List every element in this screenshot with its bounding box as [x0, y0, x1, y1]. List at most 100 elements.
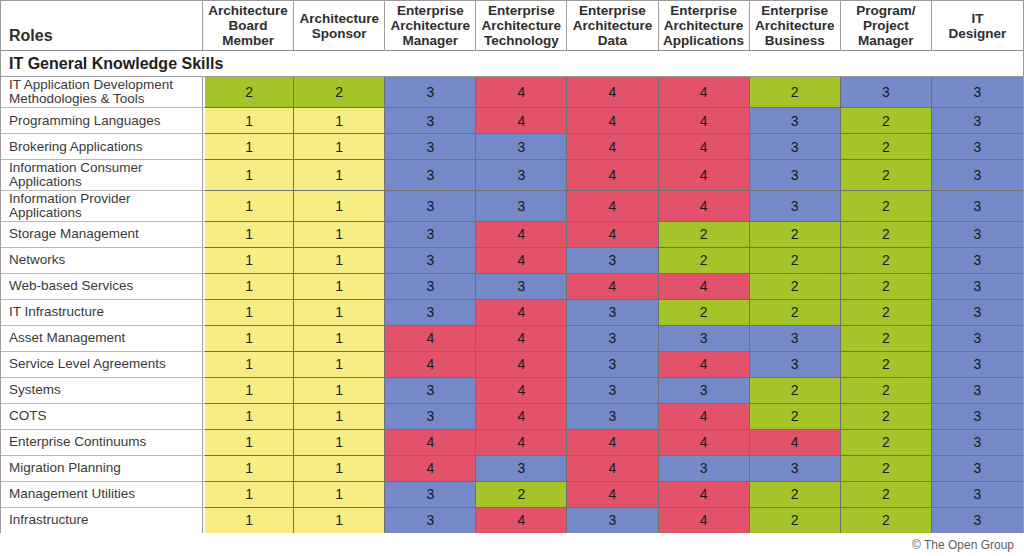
header-row: Roles Architecture Board MemberArchitect… — [1, 1, 1023, 51]
skill-level-cell: 1 — [294, 404, 385, 430]
skill-level-cell: 3 — [659, 378, 750, 404]
skill-level-cell: 4 — [659, 430, 750, 456]
skill-level-cell: 3 — [567, 508, 658, 534]
skill-level-cell: 4 — [476, 352, 567, 378]
row-label: Brokering Applications — [1, 134, 203, 160]
skill-level-cell: 3 — [750, 134, 841, 160]
skill-level-cell: 3 — [385, 404, 476, 430]
skill-level-cell: 1 — [203, 222, 294, 248]
skill-level-cell: 4 — [476, 326, 567, 352]
row-label: COTS — [1, 404, 203, 430]
column-header-3: Enterprise Architecture Manager — [385, 1, 476, 51]
skill-level-cell: 3 — [841, 77, 932, 108]
skill-level-cell: 3 — [932, 378, 1023, 404]
skill-level-cell: 2 — [750, 378, 841, 404]
skill-level-cell: 3 — [932, 300, 1023, 326]
skill-level-cell: 1 — [203, 274, 294, 300]
table-row: Management Utilities113244223 — [1, 482, 1023, 508]
column-header-5: Enterprise Architecture Data — [567, 1, 658, 51]
skill-level-cell: 2 — [659, 222, 750, 248]
skill-level-cell: 4 — [476, 77, 567, 108]
skill-level-cell: 2 — [203, 77, 294, 108]
table-row: Information Consumer Applications1133443… — [1, 160, 1023, 191]
skill-level-cell: 4 — [659, 274, 750, 300]
skill-level-cell: 1 — [294, 326, 385, 352]
skill-level-cell: 2 — [750, 222, 841, 248]
skill-level-cell: 1 — [203, 134, 294, 160]
skill-level-cell: 3 — [385, 482, 476, 508]
skill-level-cell: 3 — [385, 378, 476, 404]
skill-level-cell: 2 — [841, 191, 932, 222]
skill-level-cell: 4 — [659, 508, 750, 534]
skill-level-cell: 3 — [659, 326, 750, 352]
skill-level-cell: 3 — [750, 160, 841, 191]
skill-level-cell: 4 — [567, 191, 658, 222]
table-row: COTS113434223 — [1, 404, 1023, 430]
row-label: Storage Management — [1, 222, 203, 248]
skill-level-cell: 3 — [932, 352, 1023, 378]
skill-level-cell: 4 — [476, 508, 567, 534]
skill-level-cell: 2 — [841, 352, 932, 378]
skill-level-cell: 3 — [385, 134, 476, 160]
skill-level-cell: 3 — [476, 160, 567, 191]
skill-level-cell: 3 — [932, 404, 1023, 430]
skill-level-cell: 4 — [476, 404, 567, 430]
column-header-6: Enterprise Architecture Applications — [659, 1, 750, 51]
table-row: Programming Languages113444323 — [1, 108, 1023, 134]
skill-level-cell: 2 — [841, 378, 932, 404]
skill-level-cell: 3 — [385, 77, 476, 108]
row-label: Infrastructure — [1, 508, 203, 534]
skill-level-cell: 4 — [476, 430, 567, 456]
skill-level-cell: 1 — [294, 160, 385, 191]
section-header: IT General Knowledge Skills — [1, 51, 1023, 77]
skill-level-cell: 3 — [932, 274, 1023, 300]
skill-level-cell: 1 — [294, 108, 385, 134]
skill-level-cell: 3 — [385, 222, 476, 248]
skill-level-cell: 1 — [294, 482, 385, 508]
column-header-4: Enterprise Architecture Technology — [476, 1, 567, 51]
skill-level-cell: 3 — [476, 456, 567, 482]
skill-level-cell: 2 — [750, 482, 841, 508]
skill-level-cell: 2 — [750, 248, 841, 274]
skill-level-cell: 3 — [659, 456, 750, 482]
row-label: Systems — [1, 378, 203, 404]
skill-level-cell: 4 — [659, 134, 750, 160]
skill-level-cell: 3 — [750, 191, 841, 222]
skill-level-cell: 1 — [203, 300, 294, 326]
skill-level-cell: 1 — [294, 430, 385, 456]
skill-level-cell: 4 — [567, 274, 658, 300]
column-header-7: Enterprise Architecture Business — [750, 1, 841, 51]
skill-level-cell: 4 — [567, 430, 658, 456]
table-row: Infrastructure113434223 — [1, 508, 1023, 534]
row-label: IT Application Development Methodologies… — [1, 77, 203, 108]
skill-level-cell: 3 — [932, 430, 1023, 456]
skill-level-cell: 4 — [567, 456, 658, 482]
skill-level-cell: 3 — [932, 160, 1023, 191]
skill-level-cell: 4 — [659, 404, 750, 430]
skill-level-cell: 4 — [567, 108, 658, 134]
skill-level-cell: 3 — [567, 248, 658, 274]
roles-column-header: Roles — [1, 1, 203, 51]
skill-level-cell: 4 — [659, 77, 750, 108]
skill-level-cell: 1 — [203, 378, 294, 404]
column-header-1: Architecture Board Member — [203, 1, 294, 51]
skill-level-cell: 1 — [203, 191, 294, 222]
table-row: Brokering Applications113344323 — [1, 134, 1023, 160]
skill-level-cell: 3 — [385, 300, 476, 326]
skill-level-cell: 2 — [476, 482, 567, 508]
skill-level-cell: 3 — [476, 191, 567, 222]
skill-level-cell: 1 — [294, 191, 385, 222]
footer: © The Open Group — [0, 533, 1024, 556]
skill-level-cell: 3 — [750, 456, 841, 482]
skill-level-cell: 4 — [476, 108, 567, 134]
skill-level-cell: 2 — [750, 77, 841, 108]
skill-level-cell: 3 — [932, 456, 1023, 482]
copyright-text: © The Open Group — [912, 538, 1014, 552]
skill-level-cell: 2 — [841, 456, 932, 482]
skill-level-cell: 1 — [203, 160, 294, 191]
skill-level-cell: 3 — [932, 222, 1023, 248]
row-label: Service Level Agreements — [1, 352, 203, 378]
skill-level-cell: 2 — [841, 160, 932, 191]
skill-level-cell: 4 — [567, 222, 658, 248]
skill-level-cell: 3 — [385, 108, 476, 134]
